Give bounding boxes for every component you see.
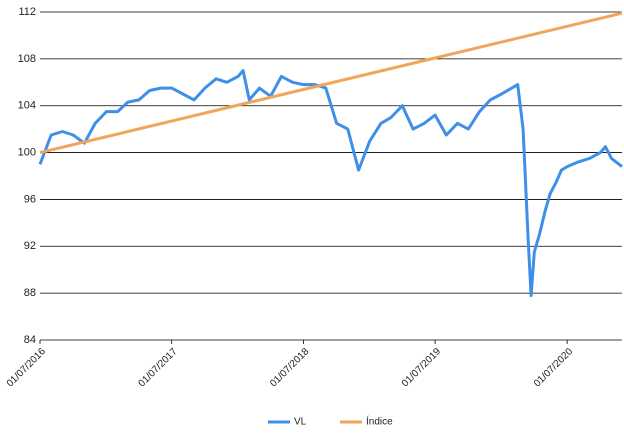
y-tick-label: 96 — [24, 193, 36, 205]
y-tick-label: 104 — [18, 100, 36, 112]
y-tick-label: 84 — [24, 334, 36, 346]
y-tick-label: 108 — [18, 53, 36, 65]
x-tick-label: 01/07/2016 — [5, 346, 48, 389]
series-line — [39, 11, 623, 155]
x-tick-label: 01/07/2017 — [137, 346, 180, 389]
y-tick-label: 100 — [18, 146, 36, 158]
legend-label: VL — [294, 417, 307, 428]
legend-label: Índice — [366, 415, 393, 428]
x-tick-label: 01/07/2018 — [268, 346, 311, 389]
x-tick-label: 01/07/2019 — [400, 346, 443, 389]
series-line — [38, 69, 623, 297]
y-tick-label: 88 — [24, 287, 36, 299]
x-tick-label: 01/07/2020 — [532, 346, 575, 389]
y-tick-label: 112 — [18, 6, 36, 18]
y-tick-label: 92 — [24, 240, 36, 252]
